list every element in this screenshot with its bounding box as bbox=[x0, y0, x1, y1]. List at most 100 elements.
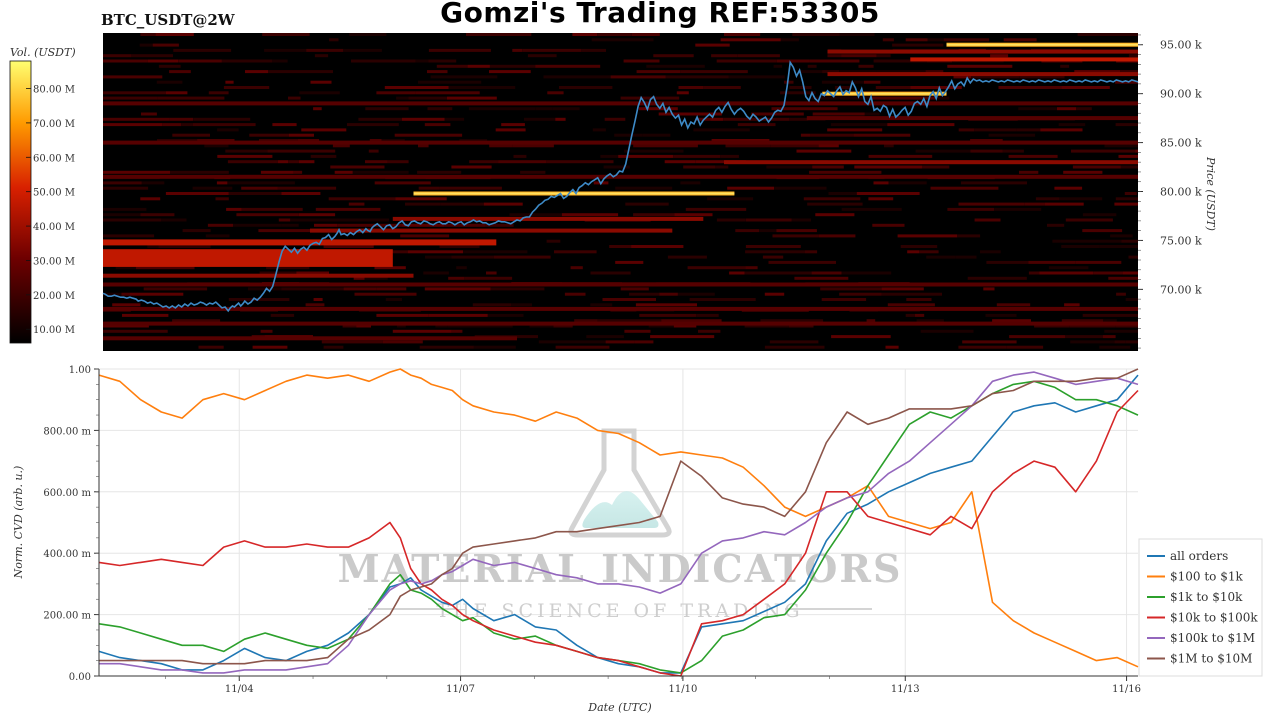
heatmap-cell bbox=[1124, 192, 1137, 195]
heatmap-cell bbox=[288, 96, 301, 100]
heatmap-cell bbox=[122, 313, 169, 317]
heatmap-cell bbox=[678, 86, 704, 89]
heatmap-cell bbox=[1054, 186, 1083, 190]
heatmap-cell bbox=[248, 287, 282, 291]
colorbar-tick-label: 20.00 M bbox=[33, 291, 75, 302]
heatmap-cell bbox=[103, 54, 131, 58]
heatmap-cell bbox=[947, 64, 1013, 68]
heatmap-cell bbox=[374, 181, 431, 185]
heatmap-cell bbox=[376, 313, 429, 317]
heatmap-cell bbox=[646, 64, 705, 68]
heatmap-cell bbox=[293, 170, 303, 174]
heatmap-cell bbox=[1044, 202, 1084, 206]
heatmap-cell bbox=[172, 319, 221, 323]
heatmap-cell bbox=[1115, 80, 1138, 84]
heatmap-cell bbox=[1116, 292, 1126, 296]
heatmap-cell bbox=[264, 48, 307, 52]
heatmap-cell bbox=[960, 181, 1027, 185]
heatmap-cell bbox=[1075, 260, 1122, 264]
legend-label: $10k to $100k bbox=[1170, 611, 1258, 625]
heatmap-cell bbox=[821, 298, 867, 301]
heatmap-cell bbox=[382, 340, 423, 344]
heatmap-cell bbox=[225, 80, 234, 84]
heatmap-cell bbox=[570, 266, 583, 270]
heatmap-cell bbox=[349, 33, 387, 36]
heatmap-cell bbox=[522, 48, 582, 52]
heatmap-cell bbox=[957, 234, 981, 238]
heatmap-cell bbox=[776, 229, 817, 233]
price-tick-label: 80.00 k bbox=[1160, 186, 1202, 199]
liquidity-band bbox=[827, 49, 1138, 54]
heatmap-cell bbox=[166, 91, 188, 95]
flask-icon bbox=[568, 428, 672, 538]
heatmap-cell bbox=[424, 287, 491, 291]
heatmap-cell bbox=[427, 107, 453, 111]
heatmap-cell bbox=[249, 133, 290, 137]
heatmap-cell bbox=[298, 160, 315, 164]
heatmap-cell bbox=[490, 64, 536, 68]
heatmap-cell bbox=[828, 165, 844, 169]
heatmap-cell bbox=[796, 149, 852, 153]
heatmap-cell bbox=[881, 287, 924, 291]
heatmap-cell bbox=[1063, 170, 1103, 174]
y-tick-label: 200.00 m bbox=[43, 611, 91, 622]
heatmap-cell bbox=[535, 107, 553, 111]
heatmap-cell bbox=[402, 117, 445, 121]
heatmap-cell bbox=[419, 345, 474, 349]
heatmap-cell bbox=[693, 128, 750, 132]
heatmap-cell bbox=[953, 75, 972, 79]
heatmap-cell bbox=[485, 223, 514, 227]
heatmap-cell bbox=[198, 345, 224, 349]
heatmap-cell bbox=[354, 292, 417, 296]
heatmap-cell bbox=[447, 324, 513, 328]
heatmap-cell bbox=[586, 335, 624, 339]
heatmap-cell bbox=[868, 154, 933, 158]
heatmap-cell bbox=[724, 33, 761, 36]
heatmap-cell bbox=[1104, 144, 1138, 148]
heatmap-cell bbox=[1077, 33, 1112, 36]
heatmap-cell bbox=[604, 117, 626, 121]
heatmap-cell bbox=[958, 202, 1025, 206]
heatmap-cell bbox=[943, 38, 990, 42]
heatmap-cell bbox=[629, 292, 660, 296]
heatmap-cell bbox=[296, 271, 329, 275]
heatmap-cell bbox=[520, 170, 546, 174]
heatmap-cell bbox=[695, 117, 711, 121]
heatmap-cell bbox=[423, 271, 449, 275]
heatmap-cell bbox=[1061, 319, 1104, 323]
heatmap-cell bbox=[1102, 335, 1116, 339]
heatmap-cell bbox=[392, 329, 452, 333]
liquidity-band bbox=[103, 174, 1138, 179]
heatmap-cell bbox=[745, 250, 805, 254]
heatmap-cell bbox=[435, 324, 448, 328]
heatmap-cell bbox=[564, 292, 586, 296]
heatmap-cell bbox=[415, 91, 480, 95]
heatmap-cell bbox=[773, 64, 783, 68]
heatmap-cell bbox=[103, 91, 166, 95]
heatmap-cell bbox=[676, 91, 689, 95]
heatmap-cell bbox=[141, 112, 157, 116]
heatmap-cell bbox=[559, 86, 613, 89]
heatmap-cell bbox=[424, 123, 451, 127]
colorbar-tick-label: 80.00 M bbox=[33, 85, 75, 96]
heatmap-cell bbox=[313, 298, 323, 301]
heatmap-cell bbox=[818, 234, 856, 238]
heatmap-panel: 70.00 k 75.00 k 80.00 k 85.00 k 90.00 k 95.00… bbox=[102, 33, 1217, 351]
heatmap-cell bbox=[1059, 197, 1103, 201]
heatmap-cell bbox=[650, 335, 715, 339]
heatmap-cell bbox=[1065, 335, 1103, 339]
heatmap-cell bbox=[841, 207, 902, 211]
series-line-3 bbox=[98, 389, 1139, 677]
heatmap-cell bbox=[638, 107, 678, 111]
heatmap-cell bbox=[915, 149, 971, 153]
heatmap-cell bbox=[258, 229, 311, 233]
heatmap-cell bbox=[1121, 239, 1138, 243]
heatmap-cell bbox=[620, 287, 649, 291]
heatmap-cell bbox=[147, 245, 159, 248]
heatmap-cell bbox=[395, 197, 447, 201]
heatmap-cell bbox=[685, 207, 747, 211]
heatmap-cell bbox=[352, 170, 409, 174]
heatmap-cell bbox=[356, 324, 371, 328]
heatmap-cell bbox=[873, 59, 927, 63]
heatmap-cell bbox=[463, 250, 528, 254]
